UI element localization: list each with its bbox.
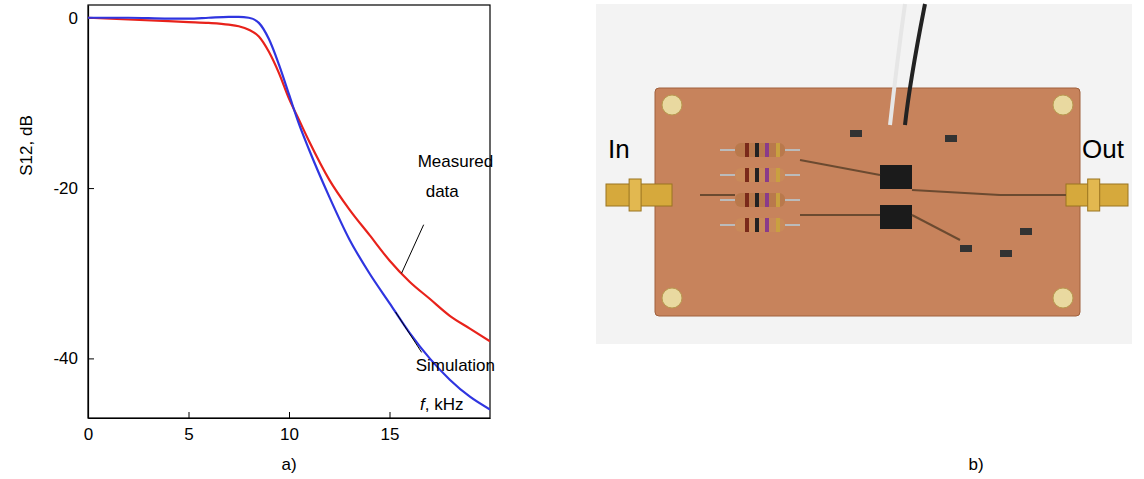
x-tick-label: 15	[381, 425, 400, 444]
resistor-band	[776, 218, 780, 232]
resistor	[735, 218, 785, 232]
mount-hole	[662, 95, 682, 115]
y-tick-label: -20	[53, 179, 78, 198]
x-tick-label: 10	[280, 425, 299, 444]
y-axis-title: S12, dB	[17, 115, 36, 176]
smd-part	[1020, 228, 1032, 235]
series-label: Simulation	[416, 356, 495, 375]
resistor-band	[776, 143, 780, 157]
resistor-band	[776, 193, 780, 207]
pcb-trace	[912, 190, 1000, 195]
resistor-band	[765, 218, 769, 232]
resistor	[735, 143, 785, 157]
connector-nut	[1088, 179, 1100, 211]
series-line	[88, 18, 490, 342]
smd-part	[945, 135, 957, 142]
plot-area	[88, 17, 490, 410]
resistor-band	[745, 143, 749, 157]
y-axis-line	[88, 6, 89, 419]
wire	[905, 4, 925, 125]
resistor-band	[755, 168, 759, 182]
x-tick-label: 0	[84, 425, 93, 444]
y-tick-label: -40	[53, 349, 78, 368]
pcb-trace	[912, 215, 960, 240]
y-tick-mark	[88, 358, 94, 359]
ic	[880, 165, 912, 189]
x-tick: 5	[184, 412, 193, 444]
resistor-band	[745, 218, 749, 232]
photo-background	[596, 4, 1132, 344]
x-tick-mark	[390, 412, 391, 418]
leader-line	[402, 225, 424, 274]
resistor-band	[755, 143, 759, 157]
mount-hole	[1053, 288, 1073, 308]
x-tick-mark	[189, 412, 190, 418]
resistor	[735, 193, 785, 207]
panel-caption: a)	[281, 455, 296, 474]
pcb-trace	[1000, 194, 1066, 196]
resistor-band	[765, 168, 769, 182]
resistor-band	[745, 193, 749, 207]
series-line	[88, 17, 490, 410]
x-tick-mark	[289, 412, 290, 418]
x-tick: 10	[280, 412, 299, 444]
resistor-band	[765, 143, 769, 157]
panel-caption: b)	[968, 455, 983, 474]
photo-label: Out	[1082, 134, 1125, 164]
photo: In Out	[596, 4, 1132, 344]
pcb-trace	[700, 194, 735, 196]
photo-label: In	[608, 134, 630, 164]
x-tick-label: 5	[184, 425, 193, 444]
y-tick-label: 0	[69, 9, 78, 28]
series-label: Measureddata	[418, 152, 494, 201]
mount-hole	[1053, 95, 1073, 115]
resistor-band	[745, 168, 749, 182]
y-tick-mark	[88, 188, 94, 189]
resistor-band	[776, 168, 780, 182]
pcb-trace	[800, 214, 880, 216]
resistor	[735, 168, 785, 182]
y-tick: -20	[53, 179, 94, 198]
leader-line	[396, 312, 422, 352]
y-axis: 0 -20 -40	[53, 6, 94, 419]
resistor-band	[765, 193, 769, 207]
mount-hole	[662, 288, 682, 308]
x-axis-line	[89, 418, 491, 419]
y-tick: -40	[53, 349, 94, 368]
x-axis-title: f, kHz	[420, 395, 463, 414]
ic	[880, 205, 912, 229]
smd-part	[960, 245, 972, 252]
figure: 0 5 10 15 0 -20 -40 f, kHz S12, dB Measureddata Si…	[0, 0, 1144, 479]
resistor-band	[755, 193, 759, 207]
x-axis: 0 5 10 15	[84, 412, 491, 444]
connector-nut	[629, 179, 641, 211]
resistor-band	[755, 218, 759, 232]
wire	[890, 4, 905, 125]
x-tick: 15	[381, 412, 400, 444]
smd-part	[1000, 250, 1012, 257]
smd-part	[850, 130, 862, 137]
pcb	[655, 88, 1080, 316]
pcb-trace	[800, 160, 880, 175]
